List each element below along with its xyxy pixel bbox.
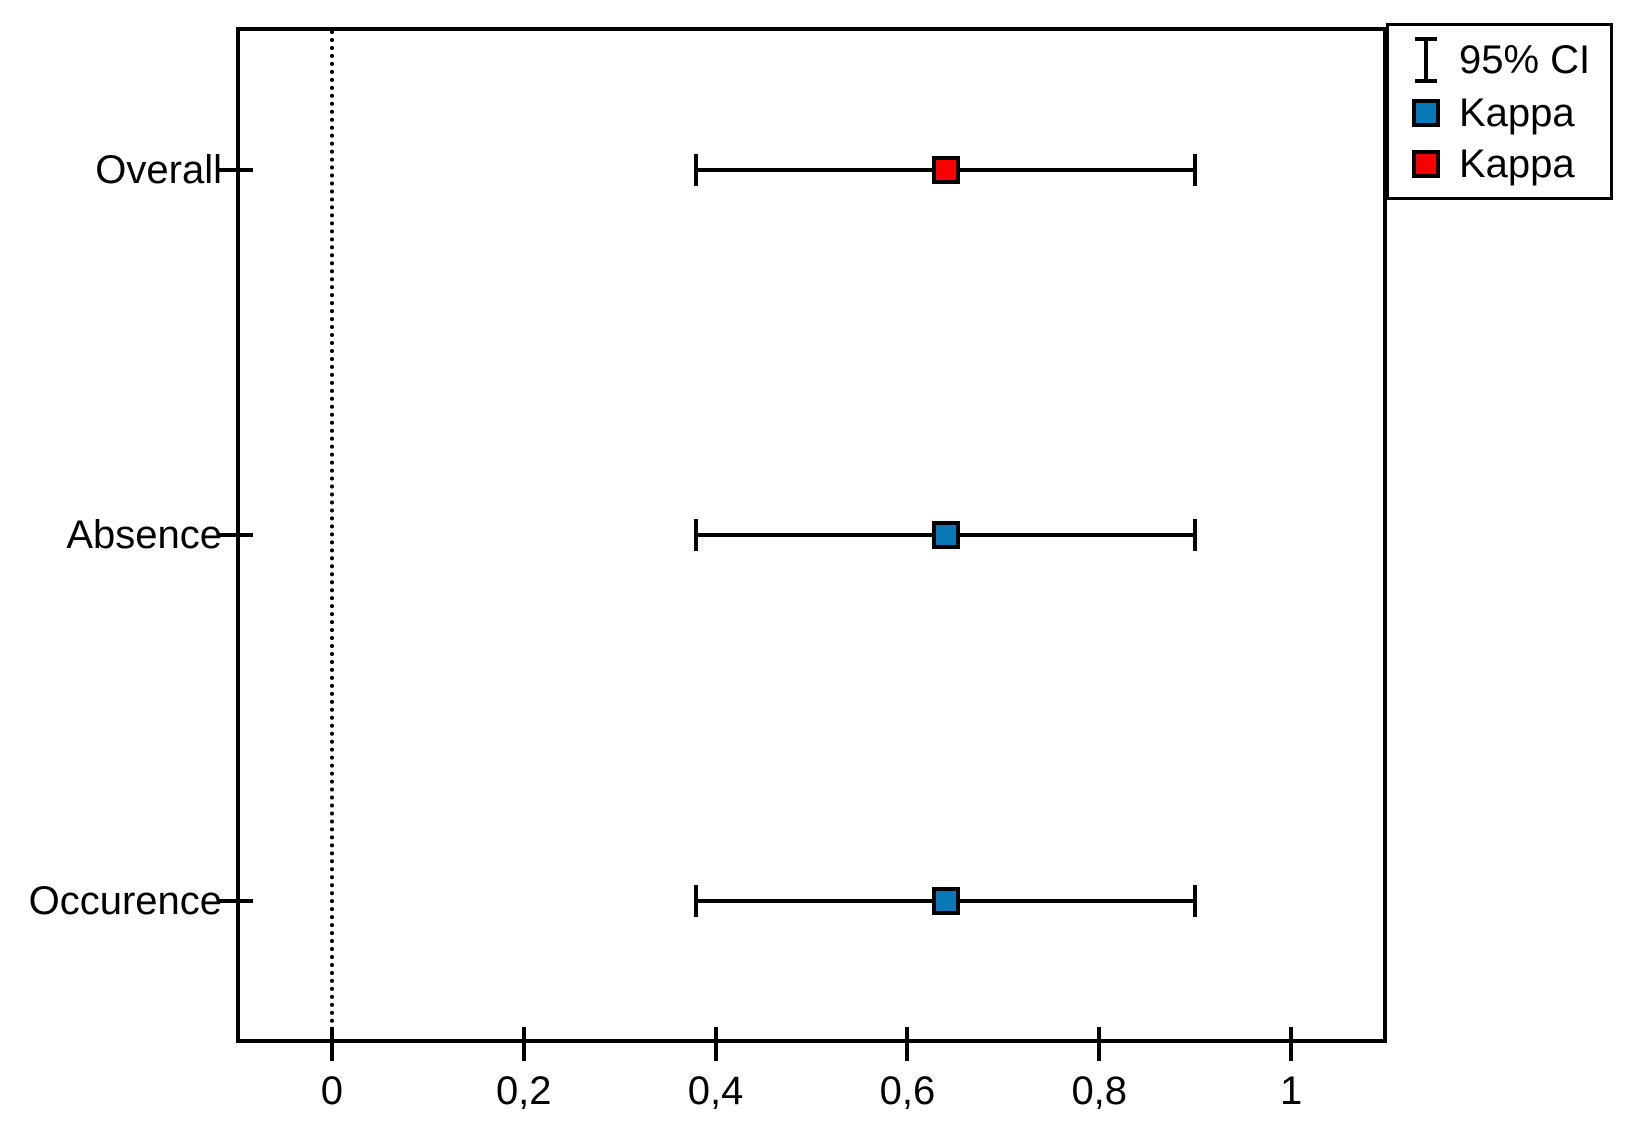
- ci-cap-high: [1193, 153, 1198, 186]
- ci-cap-high: [1193, 519, 1198, 552]
- error-bar-icon: [1403, 37, 1449, 84]
- zero-reference-line: [329, 30, 334, 1040]
- ci-cap-low: [694, 519, 699, 552]
- x-axis-tick: [713, 1027, 718, 1061]
- x-axis-tick-label: 0,2: [495, 1069, 552, 1113]
- legend-label: Kappa: [1459, 90, 1575, 135]
- x-axis-tick: [1289, 1027, 1294, 1061]
- y-axis-tick: [219, 167, 253, 172]
- x-axis-tick: [329, 1027, 334, 1061]
- legend: 95% CI Kappa Kappa: [1386, 23, 1613, 200]
- y-axis-tick: [219, 898, 253, 903]
- kappa-marker-icon-square: [1412, 98, 1440, 127]
- x-axis-tick: [905, 1027, 910, 1061]
- kappa-marker-icon: [1403, 98, 1449, 127]
- ci-cap-low: [694, 884, 699, 917]
- x-axis-tick-label: 1: [1279, 1069, 1303, 1113]
- kappa-marker: [931, 521, 960, 550]
- legend-item: 95% CI: [1389, 37, 1610, 84]
- x-axis-tick: [1097, 1027, 1102, 1061]
- x-axis-tick-label: 0,8: [1071, 1069, 1128, 1113]
- ci-cap-high: [1193, 884, 1198, 917]
- kappa-marker-icon-square: [1412, 149, 1440, 178]
- legend-item: Kappa: [1389, 91, 1610, 135]
- x-axis-tick: [521, 1027, 526, 1061]
- y-axis-label: Overall: [95, 147, 222, 192]
- x-axis-tick-label: 0,4: [687, 1069, 744, 1113]
- y-axis-tick: [219, 533, 253, 538]
- legend-label: 95% CI: [1459, 38, 1591, 83]
- legend-item: Kappa: [1389, 142, 1610, 186]
- kappa-marker: [931, 886, 960, 915]
- legend-label: Kappa: [1459, 141, 1575, 186]
- y-axis-label: Absence: [66, 513, 222, 558]
- kappa-marker-icon: [1403, 149, 1449, 178]
- kappa-marker: [931, 155, 960, 184]
- y-axis-label: Occurence: [28, 878, 222, 923]
- x-axis-tick-label: 0: [320, 1069, 344, 1113]
- ci-cap-low: [694, 153, 699, 186]
- x-axis-tick-label: 0,6: [879, 1069, 936, 1113]
